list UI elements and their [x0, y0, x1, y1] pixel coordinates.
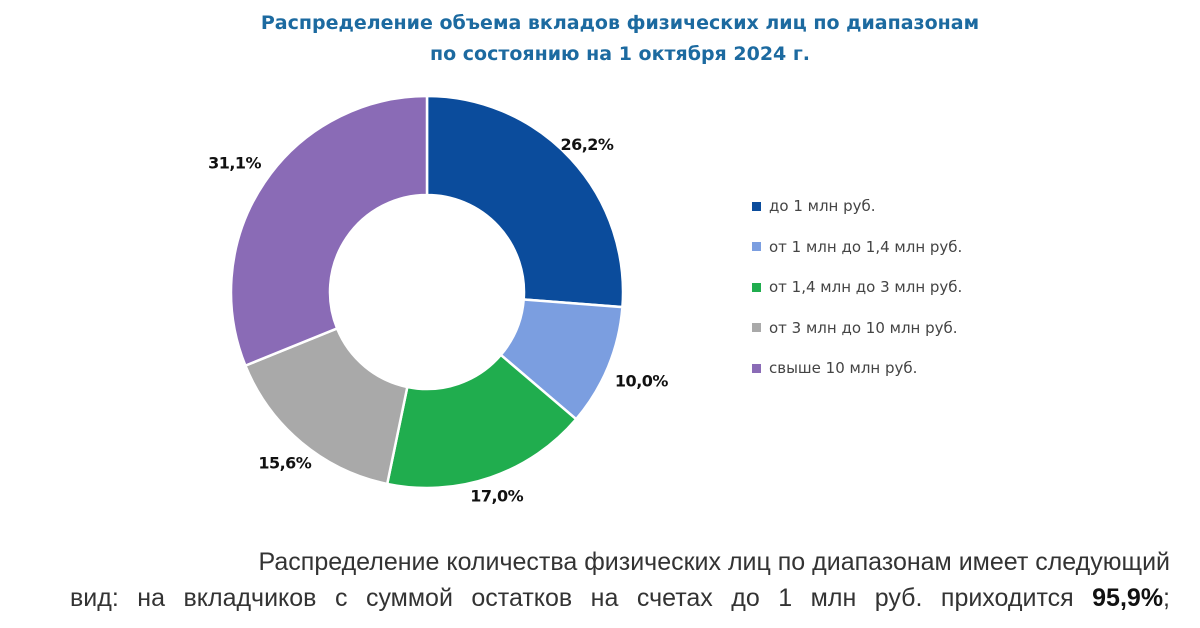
legend-label: до 1 млн руб. — [769, 197, 876, 216]
legend-label: от 1 млн до 1,4 млн руб. — [769, 237, 963, 256]
donut-slice — [385, 353, 578, 490]
body-line-1: Распределение количества физических лиц … — [258, 548, 1170, 576]
legend-label: от 1,4 млн до 3 млн руб. — [769, 278, 963, 297]
legend-swatch — [752, 242, 761, 252]
title-line: Распределение объема вкладов физических … — [260, 12, 980, 34]
legend-swatch — [752, 201, 761, 211]
legend-label: от 3 млн до 10 млн руб. — [769, 318, 958, 337]
data-label: 26,2% — [560, 135, 613, 154]
legend-item: от 1 млн до 1,4 млн руб. — [752, 227, 962, 268]
donut-chart: 26,2% 10,0% 17,0% 15,6% 31,1% — [208, 94, 669, 505]
data-label: 10,0% — [615, 372, 668, 391]
subtitle-line: по состоянию на 1 октября 2024 г. — [429, 43, 811, 65]
body-line-2-text: вид: на вкладчиков с суммой остатков на … — [70, 584, 1074, 612]
legend-swatch — [752, 323, 761, 333]
legend-item: от 3 млн до 10 млн руб. — [752, 308, 962, 349]
legend-swatch — [752, 363, 761, 373]
tail: ; — [1163, 584, 1170, 612]
data-label: 15,6% — [258, 454, 311, 473]
chart-title: Распределение объема вкладов физических … — [0, 8, 1200, 70]
data-label: 17,0% — [470, 486, 523, 505]
donut-slice — [243, 326, 409, 486]
donut-slice — [425, 94, 625, 309]
legend-swatch — [752, 282, 761, 292]
body-text: Распределение количества физических лиц … — [70, 544, 1170, 616]
highlight-value: 95,9% — [1092, 584, 1164, 612]
legend-item: до 1 млн руб. — [752, 186, 962, 227]
legend-item: свыше 10 млн руб. — [752, 348, 962, 389]
legend-item: от 1,4 млн до 3 млн руб. — [752, 267, 962, 308]
legend-label: свыше 10 млн руб. — [769, 359, 918, 378]
body-line-2: вид: на вкладчиков с суммой остатков на … — [70, 580, 1170, 616]
data-label: 31,1% — [208, 153, 261, 172]
donut-slice — [229, 94, 429, 368]
legend: до 1 млн руб. от 1 млн до 1,4 млн руб. от … — [752, 186, 962, 389]
